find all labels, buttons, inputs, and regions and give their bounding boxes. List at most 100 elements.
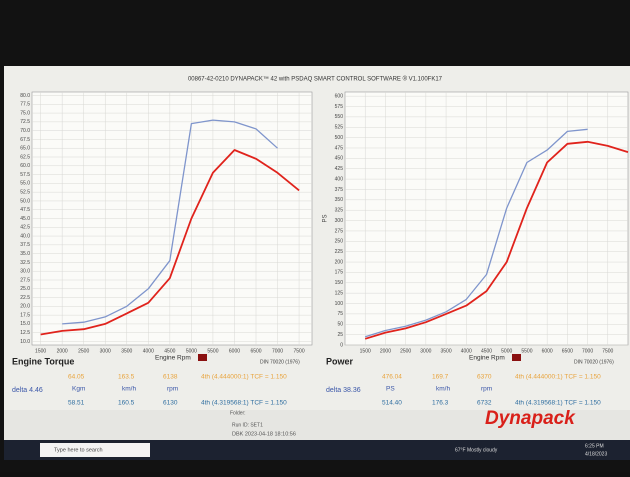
x-tick-label: 6000 [542,348,553,354]
y-tick-label: 80.0 [20,93,30,99]
y-tick-label: 175 [335,270,344,276]
x-tick-label: 5500 [521,348,532,354]
run2-value: 6130 [163,400,178,407]
x-tick-label: 7500 [602,348,613,354]
x-tick-label: 3000 [420,348,431,354]
y-tick-label: 22.5 [20,295,30,301]
panel-title: Engine Torque [12,356,74,366]
y-tick-label: 65.0 [20,146,30,152]
x-tick-label: 7500 [294,348,305,354]
unit-label: km/h [436,386,450,393]
run1-value: 4th (4.444000:1) TCF = 1.150 [201,374,287,381]
search-placeholder: Type here to search [54,447,103,453]
run2-value: 6732 [477,400,492,407]
legend-swatch [512,354,521,361]
x-tick-label: 5000 [501,348,512,354]
y-tick-label: 20.0 [20,304,30,310]
y-tick-label: 70.0 [20,128,30,134]
run2-value: 514.40 [382,400,402,407]
x-tick-label: 4000 [461,348,472,354]
y-tick-label: 525 [335,125,344,131]
y-tick-label: 77.5 [20,102,30,108]
data-line [365,128,588,338]
y-tick-label: 200 [335,259,344,265]
y-tick-label: 25.0 [20,286,30,292]
x-tick-label: 6000 [229,348,240,354]
y-tick-label: 0 [340,342,343,348]
y-tick-label: 15.0 [20,321,30,327]
y-tick-label: 250 [335,239,344,245]
run1-value: 169.7 [432,374,449,381]
y-tick-label: 52.5 [20,189,30,195]
y-tick-label: 450 [335,156,344,162]
window-title: 00867-42-0210 DYNAPACK™ 42 with PSDAQ SM… [188,76,443,83]
data-line [62,119,278,325]
x-tick-label: 3000 [100,348,111,354]
y-tick-label: 75.0 [20,110,30,116]
delta: delta 4.46 [12,387,43,394]
y-tick-label: 550 [335,114,344,120]
x-tick-label: 6500 [250,348,261,354]
x-tick-label: 2000 [57,348,68,354]
unit-label: km/h [122,386,136,393]
y-tick-label: 62.5 [20,154,30,160]
unit-label: PS [386,386,395,393]
unit-label: rpm [481,386,492,393]
y-tick-label: 25 [337,332,343,338]
clock-time: 6:25 PM [585,443,604,449]
y-tick-label: 500 [335,135,344,141]
y-tick-label: 32.5 [20,260,30,266]
brand-logo: Dynapack [485,408,576,429]
run2-value: 58.51 [68,400,85,407]
y-tick-label: 42.5 [20,225,30,231]
run1-value: 6138 [163,374,178,381]
run2-value: 4th (4.319568:1) TCF = 1.150 [515,400,601,407]
run1-value: 6370 [477,374,492,381]
run1-value: 163.5 [118,374,135,381]
y-tick-label: 10.0 [20,339,30,345]
taskbar [4,440,630,460]
x-tick-label: 2500 [400,348,411,354]
x-axis-label: Engine Rpm [469,355,505,362]
timestamp: DBK 2023-04-18 18:10:56 [232,431,296,437]
x-tick-label: 6500 [562,348,573,354]
run1-value: 64.05 [68,374,85,381]
y-tick-label: 37.5 [20,242,30,248]
x-tick-label: 4500 [481,348,492,354]
x-tick-label: 3500 [121,348,132,354]
run2-value: 176.3 [432,400,449,407]
y-tick-label: 67.5 [20,137,30,143]
x-tick-label: 2500 [78,348,89,354]
unit-label: Kgm [72,386,85,393]
y-tick-label: 400 [335,176,344,182]
x-tick-label: 3500 [441,348,452,354]
y-tick-label: 30.0 [20,269,30,275]
y-tick-label: 575 [335,104,344,110]
x-tick-label: 5500 [207,348,218,354]
x-tick-label: 1500 [360,348,371,354]
search-box[interactable] [40,443,150,457]
x-tick-label: 7000 [272,348,283,354]
y-tick-label: 72.5 [20,119,30,125]
standard-note: DIN 70020 (1976) [260,359,300,365]
data-line [364,140,629,340]
y-tick-label: 75 [337,311,343,317]
y-tick-label: 600 [335,93,344,99]
x-tick-label: 4500 [164,348,175,354]
y-tick-label: 350 [335,197,344,203]
y-tick-label: 125 [335,290,344,296]
unit-label: rpm [167,386,178,393]
x-tick-label: 7000 [582,348,593,354]
y-tick-label: 47.5 [20,207,30,213]
y-tick-label: 375 [335,187,344,193]
x-tick-label: 2000 [380,348,391,354]
panel-title: Power [326,356,354,366]
y-tick-label: 100 [335,301,344,307]
y-tick-label: 57.5 [20,172,30,178]
clock-date: 4/18/2023 [585,451,607,457]
standard-note: DIN 70020 (1976) [574,359,614,365]
x-axis-label: Engine Rpm [155,355,191,362]
y-tick-label: 150 [335,280,344,286]
y-tick-label: 50.0 [20,198,30,204]
